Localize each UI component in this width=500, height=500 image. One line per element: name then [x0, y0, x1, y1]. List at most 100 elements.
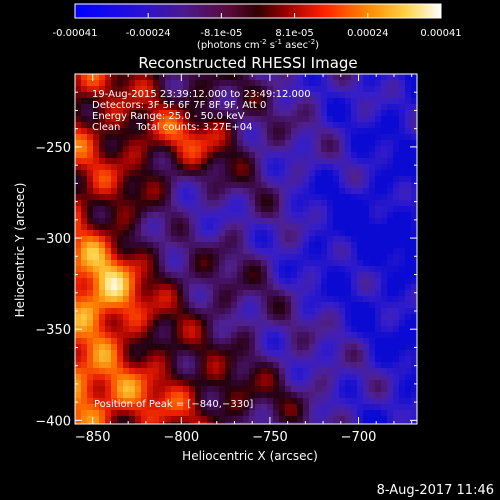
heatmap-cell	[387, 314, 394, 321]
heatmap-cell	[321, 230, 328, 237]
heatmap-cell	[141, 290, 148, 297]
heatmap-cell	[387, 98, 394, 105]
heatmap-cell	[99, 260, 106, 267]
heatmap-cell	[327, 362, 334, 369]
heatmap-cell	[189, 188, 196, 195]
heatmap-cell	[129, 164, 136, 171]
heatmap-cell	[123, 356, 130, 363]
heatmap-cell	[111, 290, 118, 297]
annotation-time-range: 19-Aug-2015 23:39:12.000 to 23:49:12.000	[92, 89, 311, 100]
footer-timestamp: 8-Aug-2017 11:46	[377, 483, 494, 498]
heatmap-cell	[297, 416, 304, 423]
heatmap-cell	[273, 326, 280, 333]
heatmap-cell	[165, 104, 172, 111]
heatmap-cell	[291, 410, 298, 417]
heatmap-cell	[363, 104, 370, 111]
heatmap-cell	[105, 392, 112, 399]
heatmap-cell	[153, 356, 160, 363]
heatmap-cell	[135, 92, 142, 99]
heatmap-cell	[93, 320, 100, 327]
heatmap-cell	[273, 176, 280, 183]
heatmap-cell	[333, 320, 340, 327]
heatmap-cell	[351, 248, 358, 255]
heatmap-cell	[117, 404, 124, 411]
heatmap-cell	[141, 92, 148, 99]
heatmap-cell	[405, 176, 412, 183]
heatmap-cell	[207, 326, 214, 333]
heatmap-cell	[141, 158, 148, 165]
heatmap-cell	[213, 392, 220, 399]
heatmap-cell	[195, 350, 202, 357]
heatmap-cell	[291, 344, 298, 351]
heatmap-cell	[345, 404, 352, 411]
heatmap-cell	[111, 332, 118, 339]
heatmap-cell	[261, 224, 268, 231]
heatmap-cell	[207, 128, 214, 135]
heatmap-cell	[375, 266, 382, 273]
heatmap-cell	[87, 152, 94, 159]
heatmap-cell	[237, 236, 244, 243]
heatmap-cell	[273, 410, 280, 417]
heatmap-cell	[183, 422, 190, 424]
heatmap-cell	[363, 182, 370, 189]
heatmap-cell	[333, 368, 340, 375]
heatmap-cell	[165, 254, 172, 261]
heatmap-cell	[399, 260, 406, 267]
heatmap-cell	[243, 260, 250, 267]
heatmap-cell	[135, 80, 142, 87]
heatmap-cell	[207, 320, 214, 327]
heatmap-cell	[315, 338, 322, 345]
heatmap-cell	[267, 110, 274, 117]
heatmap-cell	[87, 368, 94, 375]
heatmap-cell	[111, 284, 118, 291]
heatmap-cell	[201, 188, 208, 195]
heatmap-cell	[177, 182, 184, 189]
heatmap-cell	[375, 356, 382, 363]
heatmap-cell	[189, 182, 196, 189]
heatmap-cell	[399, 278, 406, 285]
heatmap-cell	[249, 308, 256, 315]
heatmap-cell	[393, 74, 400, 81]
heatmap-cell	[189, 146, 196, 153]
heatmap-cell	[123, 86, 130, 93]
heatmap-cell	[357, 188, 364, 195]
heatmap-cell	[153, 338, 160, 345]
heatmap-cell	[345, 152, 352, 159]
heatmap-cell	[243, 92, 250, 99]
heatmap-cell	[159, 344, 166, 351]
heatmap-cell	[105, 338, 112, 345]
heatmap-cell	[141, 98, 148, 105]
heatmap-cell	[93, 188, 100, 195]
heatmap-cell	[279, 146, 286, 153]
heatmap-cell	[129, 128, 136, 135]
heatmap-cell	[147, 206, 154, 213]
heatmap-cell	[363, 368, 370, 375]
heatmap-cell	[369, 140, 376, 147]
heatmap-cell	[393, 368, 400, 375]
heatmap-cell	[339, 296, 346, 303]
heatmap-cell	[393, 236, 400, 243]
heatmap-cell	[333, 128, 340, 135]
heatmap-cell	[75, 170, 82, 177]
heatmap-cell	[315, 224, 322, 231]
heatmap-cell	[111, 278, 118, 285]
heatmap-cell	[243, 386, 250, 393]
heatmap-cell	[273, 368, 280, 375]
heatmap-cell	[93, 374, 100, 381]
heatmap-cell	[321, 386, 328, 393]
heatmap-cell	[207, 260, 214, 267]
heatmap-cell	[201, 194, 208, 201]
heatmap-cell	[303, 104, 310, 111]
heatmap-cell	[183, 122, 190, 129]
heatmap-cell	[381, 320, 388, 327]
heatmap-cell	[159, 98, 166, 105]
heatmap-cell	[285, 320, 292, 327]
heatmap-cell	[135, 116, 142, 123]
heatmap-cell	[189, 404, 196, 411]
heatmap-cell	[219, 284, 226, 291]
heatmap-cell	[87, 218, 94, 225]
heatmap-cell	[195, 374, 202, 381]
heatmap-cell	[87, 164, 94, 171]
heatmap-cell	[279, 326, 286, 333]
colorbar-tick-label: 8.1e-05	[275, 28, 313, 39]
